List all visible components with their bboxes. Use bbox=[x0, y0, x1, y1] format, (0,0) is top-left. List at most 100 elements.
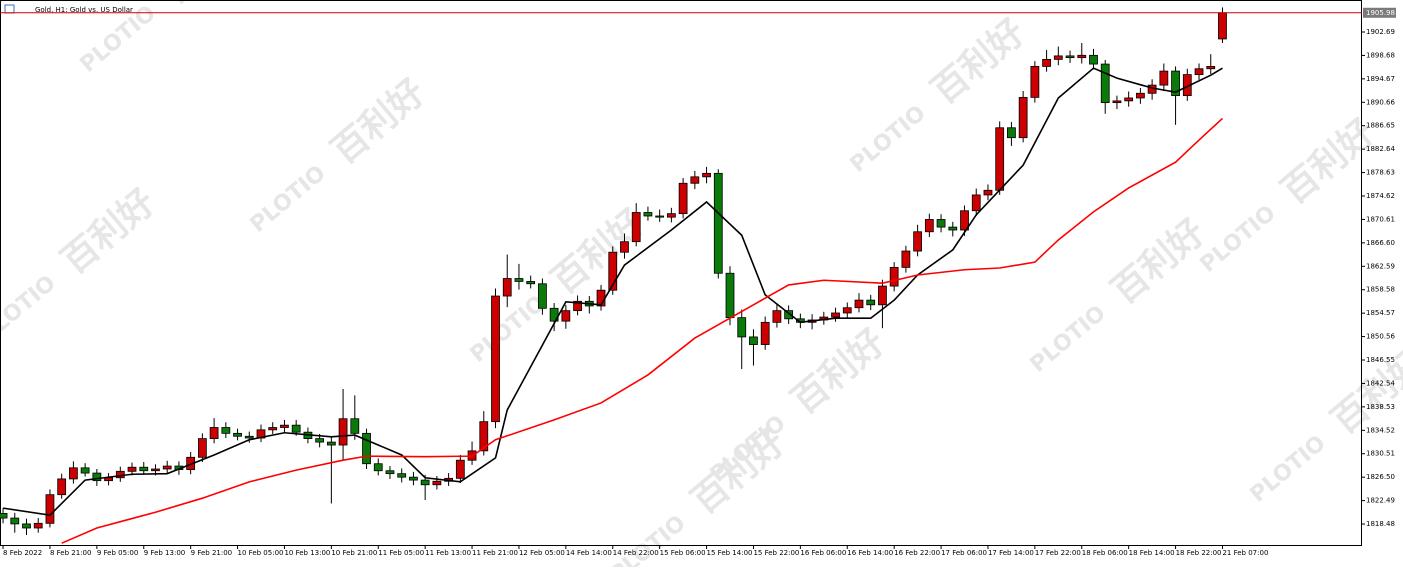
candle-body bbox=[244, 435, 254, 439]
candle-body bbox=[362, 432, 371, 465]
candle-body bbox=[420, 479, 430, 486]
watermark-brand: PLOTIO bbox=[1026, 301, 1111, 378]
candle-body bbox=[1100, 63, 1110, 104]
candle-body bbox=[620, 241, 629, 253]
candle-body bbox=[373, 463, 383, 472]
chart-icon bbox=[4, 4, 15, 14]
candle-body bbox=[842, 307, 852, 314]
x-tick-label: 18 Feb 22:00 bbox=[1176, 549, 1222, 557]
candle-body bbox=[1159, 70, 1169, 86]
candle-body bbox=[69, 467, 78, 480]
x-tick-label: 16 Feb 14:00 bbox=[847, 549, 893, 557]
candle-body bbox=[1218, 12, 1227, 40]
candle-body bbox=[33, 522, 43, 529]
x-tick-label: 11 Feb 05:00 bbox=[378, 549, 424, 557]
candle-body bbox=[690, 176, 700, 184]
candle-body bbox=[479, 421, 489, 452]
candle-body bbox=[561, 310, 571, 322]
y-tick-label: 1830.51 bbox=[1366, 450, 1395, 458]
y-tick-label: 1898.68 bbox=[1366, 51, 1395, 59]
x-tick-label: 17 Feb 22:00 bbox=[1035, 549, 1081, 557]
candle-body bbox=[713, 172, 723, 274]
x-tick-label: 10 Feb 13:00 bbox=[284, 549, 330, 557]
candle-body bbox=[901, 250, 911, 268]
x-tick-label: 8 Feb 2022 bbox=[3, 549, 42, 557]
x-tick-label: 12 Feb 05:00 bbox=[519, 549, 565, 557]
candle-body bbox=[1112, 100, 1122, 104]
x-tick-label: 18 Feb 14:00 bbox=[1129, 549, 1175, 557]
x-tick-label: 17 Feb 14:00 bbox=[988, 549, 1034, 557]
candle-body bbox=[631, 212, 641, 243]
candle-body bbox=[0, 512, 8, 519]
candle-body bbox=[526, 281, 536, 285]
last-price-tag bbox=[1363, 7, 1396, 18]
x-tick-label: 11 Feb 13:00 bbox=[425, 549, 471, 557]
candle-body bbox=[514, 278, 524, 282]
last-price-label: 1905.98 bbox=[1366, 9, 1395, 17]
candle-body bbox=[45, 494, 55, 524]
candle-body bbox=[643, 212, 653, 217]
y-tick-label: 1902.69 bbox=[1366, 28, 1395, 36]
moving-average-line bbox=[2, 67, 1223, 516]
watermark-text: 百利好 bbox=[784, 322, 893, 423]
candle-body bbox=[960, 210, 969, 231]
candle-body bbox=[139, 466, 149, 472]
x-tick-label: 10 Feb 05:00 bbox=[238, 549, 284, 557]
x-tick-label: 18 Feb 06:00 bbox=[1082, 549, 1128, 557]
x-tick-label: 14 Feb 14:00 bbox=[566, 549, 612, 557]
candle-body bbox=[162, 465, 172, 470]
candle-body bbox=[92, 472, 102, 482]
moving-average-line bbox=[61, 117, 1224, 544]
y-tick-label: 1886.65 bbox=[1366, 122, 1395, 130]
x-tick-label: 15 Feb 22:00 bbox=[753, 549, 799, 557]
watermark-text: 百利好 bbox=[684, 422, 793, 523]
candle-body bbox=[291, 424, 301, 433]
candle-body bbox=[784, 310, 794, 320]
candle-body bbox=[350, 418, 360, 434]
y-tick-label: 1818.48 bbox=[1366, 520, 1395, 528]
candle-body bbox=[491, 295, 500, 423]
x-tick-label: 14 Feb 22:00 bbox=[613, 549, 659, 557]
x-tick-label: 10 Feb 21:00 bbox=[331, 549, 377, 557]
x-tick-label: 17 Feb 06:00 bbox=[941, 549, 987, 557]
x-tick-label: 9 Feb 05:00 bbox=[97, 549, 138, 557]
plot-frame bbox=[0, 0, 1362, 546]
candle-body bbox=[725, 272, 735, 319]
candle-body bbox=[983, 189, 993, 196]
candle-body bbox=[948, 226, 958, 231]
candle-body bbox=[80, 467, 90, 474]
candle-body bbox=[1065, 55, 1075, 59]
y-tick-label: 1826.50 bbox=[1366, 473, 1395, 481]
candle-body bbox=[338, 418, 348, 446]
watermark-brand: PLOTIO bbox=[846, 101, 931, 178]
candle-body bbox=[655, 215, 665, 218]
candle-body bbox=[749, 336, 758, 345]
candle-body bbox=[1124, 97, 1134, 102]
x-tick-label: 16 Feb 22:00 bbox=[894, 549, 940, 557]
watermark-text: 百利好 bbox=[1104, 212, 1213, 313]
candle-body bbox=[702, 172, 711, 178]
candle-body bbox=[1171, 70, 1180, 97]
y-tick-label: 1838.53 bbox=[1366, 403, 1395, 411]
y-tick-label: 1858.58 bbox=[1366, 286, 1395, 294]
candle-body bbox=[57, 478, 67, 496]
candle-body bbox=[280, 424, 289, 428]
chart-title: Gold, H1: Gold vs. US Dollar bbox=[35, 6, 133, 14]
watermark-brand: PLOTIO bbox=[466, 291, 551, 368]
y-tick-label: 1874.62 bbox=[1366, 192, 1395, 200]
x-tick-label: 16 Feb 06:00 bbox=[800, 549, 846, 557]
candle-body bbox=[209, 427, 219, 440]
candle-body bbox=[831, 312, 840, 318]
candle-body bbox=[573, 300, 582, 312]
watermark-text: 百利好 bbox=[154, 0, 263, 12]
candle-body bbox=[1077, 54, 1087, 59]
candle-body bbox=[1206, 66, 1216, 70]
candle-body bbox=[268, 427, 278, 431]
candle-body bbox=[1007, 127, 1016, 139]
y-tick-label: 1850.56 bbox=[1366, 333, 1395, 341]
